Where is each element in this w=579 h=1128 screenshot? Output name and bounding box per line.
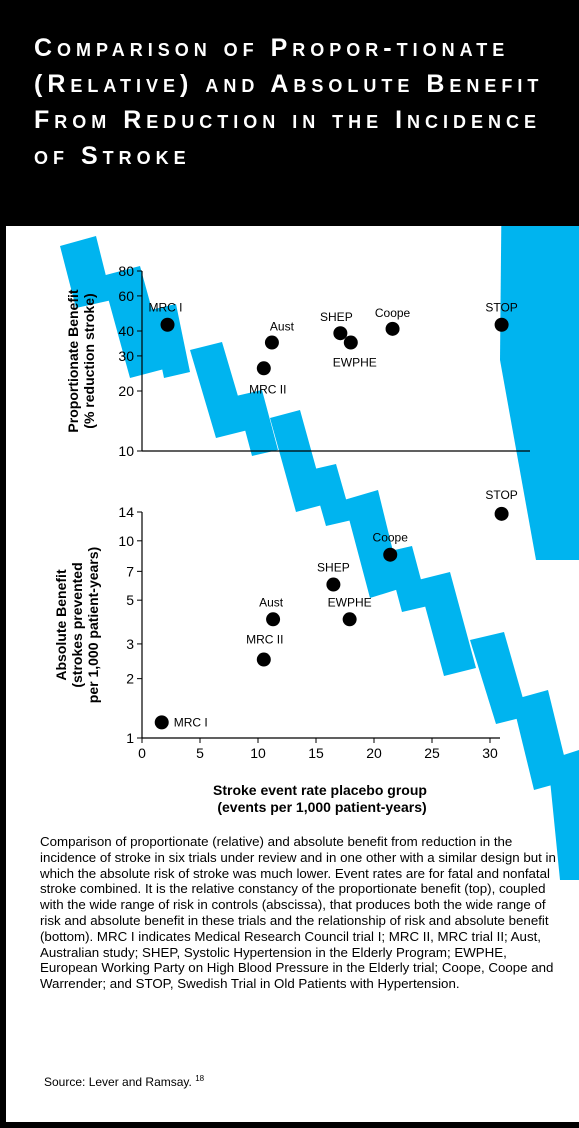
y-tick-label: 5 [126,592,134,608]
y-axis-label: Proportionate Benefit [65,289,81,432]
data-point [385,321,400,336]
source-note: Source: Lever and Ramsay. 18 [44,1074,204,1089]
data-point-label: MRC I [149,301,183,315]
watermark-mark-13 [344,490,402,598]
data-point-label: SHEP [317,561,350,575]
y-tick-label: 60 [118,288,134,304]
data-point [154,715,169,730]
data-point-label: Aust [259,595,284,609]
y-tick-label: 10 [118,533,134,549]
figure-title: Comparison of Propor-tionate (Relative) … [34,34,544,170]
data-point-label: MRC II [246,633,283,647]
watermark-mark-11 [270,410,326,512]
data-point [160,317,175,332]
proportionate-benefit-chart: 80 60 40 30 20 10 Proportionate Benefit (% redu… [65,263,530,459]
watermark-mark-14 [386,546,428,612]
x-tick-label: 10 [250,745,266,761]
watermark-mark-6 [60,236,112,308]
y-axis-label-line2: (strokes prevented [69,562,85,687]
y-axis-label-line2: (% reduction stroke) [81,293,97,428]
watermark-mark-12 [310,464,352,526]
y-tick-label: 7 [126,563,134,579]
data-point-label: STOP [485,488,517,502]
y-tick-label: 20 [118,383,134,399]
data-point [494,506,509,521]
y-axis-label: Absolute Benefit [53,569,69,681]
data-point-label: SHEP [320,310,353,324]
data-point-label: STOP [485,301,517,315]
absolute-benefit-chart: 14 10 7 5 3 2 10 5 10 15 20 25 30 Stroke event rate p… [53,488,518,815]
data-point-label: MRC II [249,382,286,396]
y-tick-label: 14 [118,504,134,520]
data-point [264,335,279,350]
y-tick-label: 1 [126,730,134,746]
data-point [266,612,281,627]
data-point-label: EWPHE [328,595,372,609]
y-axis-label-line3: per 1,000 patient-years) [85,547,101,703]
data-point [383,547,398,562]
watermark-mark-7 [102,266,168,378]
y-tick-label: 3 [126,636,134,652]
watermark-mark-5 [500,120,579,560]
watermark-mark-15 [418,572,476,676]
data-point [256,652,271,667]
y-tick-label: 80 [118,263,134,279]
x-tick-label: 15 [308,745,324,761]
x-axis-label-line2: (events per 1,000 patient-years) [217,799,426,815]
x-tick-label: 20 [366,745,382,761]
y-tick-label: 2 [126,671,134,687]
data-point-label: Coope [375,306,411,320]
x-axis-label: Stroke event rate placebo group [213,782,427,798]
x-tick-label: 5 [196,745,204,761]
data-point-label: Aust [270,320,295,334]
data-point [343,335,358,350]
data-point-label: Coope [373,531,409,545]
watermark-mark-18 [548,750,579,880]
source-ref: 18 [195,1074,205,1083]
y-tick-label: 40 [118,323,134,339]
watermark-mark-10 [236,390,278,456]
data-point [333,326,348,341]
watermark-mark-9 [190,342,248,438]
data-point [326,577,341,592]
data-point [256,361,271,376]
x-tick-label: 25 [424,745,440,761]
source-text: Source: Lever and Ramsay. [44,1075,192,1089]
x-tick-label: 30 [482,745,498,761]
data-point-label: EWPHE [333,356,377,370]
data-point-label: MRC I [174,715,208,729]
y-tick-label: 30 [118,348,134,364]
y-tick-label: 10 [118,443,134,459]
watermark-mark-8 [150,304,190,378]
x-tick-label: 0 [138,745,146,761]
header-banner: Comparison of Propor-tionate (Relative) … [0,0,579,226]
data-point [494,317,509,332]
data-point [342,612,357,627]
figure-caption: Comparison of proportionate (relative) a… [40,834,556,992]
